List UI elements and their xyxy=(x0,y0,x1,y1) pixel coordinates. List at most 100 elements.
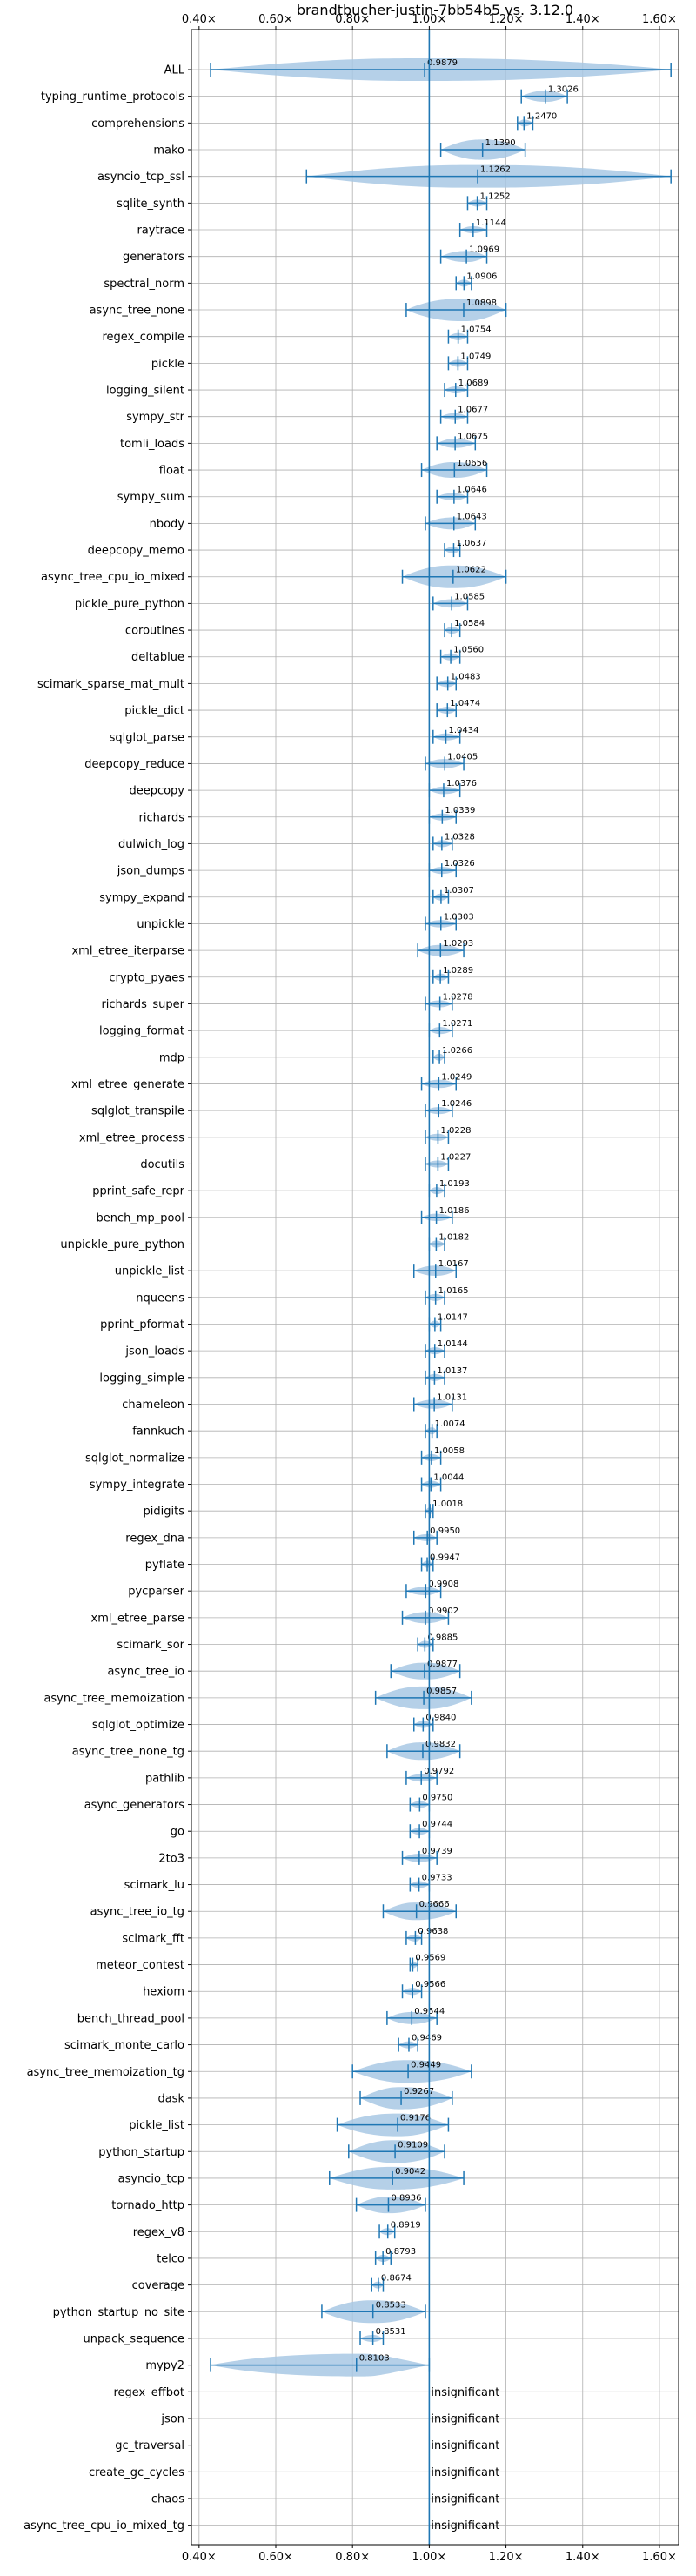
benchmark-label: json xyxy=(160,2412,184,2425)
benchmark-label: json_loads xyxy=(124,1345,184,1358)
mean-value-label: 1.0898 xyxy=(466,299,497,308)
benchmark-label: async_generators xyxy=(84,1799,185,1812)
mean-value-label: 0.8674 xyxy=(381,2274,412,2284)
benchmark-label: sqlglot_parse xyxy=(110,731,184,744)
mean-value-label: 1.0193 xyxy=(439,1179,470,1189)
mean-value-label: 1.0074 xyxy=(435,1419,465,1429)
x-tick-label-top: 0.60× xyxy=(258,13,293,26)
benchmark-label: xml_etree_process xyxy=(79,1131,184,1144)
mean-value-label: 0.9449 xyxy=(411,2060,441,2070)
mean-value-label: 0.9733 xyxy=(422,1874,452,1883)
mean-value-label: 1.0585 xyxy=(454,592,485,601)
benchmark-label: pathlib xyxy=(145,1772,184,1785)
benchmark-label: regex_v8 xyxy=(133,2226,184,2239)
benchmark-label: dask xyxy=(157,2092,184,2105)
row-labels: ALL 0.9879 typing_runtime_protocols 1.3026 c… xyxy=(23,58,579,2532)
benchmark-label: async_tree_io_tg xyxy=(90,1906,184,1919)
benchmark-label: scimark_lu xyxy=(124,1879,184,1892)
x-tick-label-bottom: 1.60× xyxy=(642,2551,677,2564)
benchmark-label: tomli_loads xyxy=(120,438,184,451)
benchmark-label: sympy_str xyxy=(126,411,184,424)
benchmark-label: typing_runtime_protocols xyxy=(41,91,184,104)
chart-title: brandtbucher-justin-7bb54b5 vs. 3.12.0 xyxy=(297,2,573,18)
mean-value-label: 0.9469 xyxy=(412,2034,442,2043)
benchmark-label: pidigits xyxy=(144,1506,185,1519)
x-tick-label-bottom: 0.40× xyxy=(182,2551,217,2564)
mean-value-label: 1.0339 xyxy=(445,806,475,815)
x-tick-label-top: 0.40× xyxy=(182,13,217,26)
insignificant-label: insignificant xyxy=(431,2519,499,2532)
benchmark-label: deepcopy_memo xyxy=(88,545,184,558)
mean-value-label: 0.9840 xyxy=(425,1714,456,1723)
insignificant-label: insignificant xyxy=(431,2466,499,2479)
x-tick-label-top: 1.00× xyxy=(412,13,446,26)
mean-value-label: 0.8936 xyxy=(391,2194,421,2204)
mean-value-label: 0.9267 xyxy=(404,2087,434,2096)
mean-value-label: 1.0167 xyxy=(438,1259,469,1269)
benchmark-label: mdp xyxy=(159,1051,184,1064)
mean-value-label: 1.0227 xyxy=(440,1152,471,1162)
mean-value-label: 1.0754 xyxy=(461,325,492,335)
mean-value-label: 0.9109 xyxy=(398,2140,428,2150)
x-tick-label-bottom: 1.40× xyxy=(566,2551,600,2564)
benchmark-label: 2to3 xyxy=(158,1852,184,1865)
benchmark-label: sympy_expand xyxy=(99,891,184,904)
benchmark-label: fannkuch xyxy=(132,1426,184,1439)
benchmark-label: xml_etree_generate xyxy=(71,1078,184,1091)
mean-value-label: 1.0293 xyxy=(443,939,473,949)
benchmark-label: telco xyxy=(157,2252,184,2265)
x-tick-label-top: 1.20× xyxy=(489,13,524,26)
benchmark-label: bench_mp_pool xyxy=(96,1211,184,1224)
bottom-x-axis: 0.40× 0.60× 0.80× 1.00× 1.20× 1.40× 1.60× xyxy=(182,2545,677,2564)
mean-value-label: 0.9950 xyxy=(430,1526,460,1536)
x-tick-label-bottom: 1.20× xyxy=(489,2551,524,2564)
mean-value-label: 1.2470 xyxy=(526,111,557,121)
benchmark-label: unpickle_pure_python xyxy=(60,1238,184,1251)
mean-value-label: 0.8793 xyxy=(385,2247,416,2257)
benchmark-label: async_tree_cpu_io_mixed_tg xyxy=(23,2519,184,2532)
mean-value-label: 0.9902 xyxy=(428,1607,458,1616)
mean-value-label: 0.9885 xyxy=(427,1633,458,1643)
benchmark-label: docutils xyxy=(140,1158,184,1171)
benchmark-label: async_tree_io xyxy=(107,1666,184,1679)
mean-value-label: 1.0246 xyxy=(441,1099,472,1109)
mean-value-label: 0.9947 xyxy=(430,1553,460,1563)
benchmark-label: go xyxy=(171,1826,184,1839)
benchmark-label: regex_compile xyxy=(102,331,184,344)
benchmark-label: generators xyxy=(123,251,184,264)
benchmark-label: pycparser xyxy=(128,1586,184,1599)
mean-value-label: 1.1252 xyxy=(480,191,511,201)
mean-value-label: 1.1390 xyxy=(485,138,516,148)
benchmark-label: unpack_sequence xyxy=(83,2332,184,2345)
benchmark-label: float xyxy=(159,465,184,478)
benchmark-label: sqlglot_optimize xyxy=(92,1719,184,1732)
benchmark-label: dulwich_log xyxy=(118,838,184,851)
benchmark-label: nqueens xyxy=(136,1291,184,1305)
mean-value-label: 0.9792 xyxy=(424,1767,454,1776)
benchmark-label: scimark_fft xyxy=(122,1932,184,1945)
benchmark-label: comprehensions xyxy=(91,117,184,131)
mean-value-label: 1.0289 xyxy=(443,966,473,976)
mean-value-label: 1.0584 xyxy=(454,619,485,628)
mean-value-label: 1.0906 xyxy=(466,272,497,281)
mean-value-label: 1.0137 xyxy=(437,1366,467,1376)
plot-frame xyxy=(191,29,679,2546)
benchmark-label: hexiom xyxy=(143,1986,184,1999)
benchmark-label: nbody xyxy=(150,518,185,531)
x-tick-label-top: 0.80× xyxy=(335,13,370,26)
benchmark-label: python_startup_no_site xyxy=(53,2306,184,2319)
mean-value-label: 0.8531 xyxy=(376,2327,406,2337)
benchmark-label: scimark_sor xyxy=(117,1639,184,1652)
mean-value-label: 1.0144 xyxy=(438,1339,468,1349)
benchmark-label: pickle_pure_python xyxy=(75,598,184,611)
mean-value-label: 0.9832 xyxy=(425,1740,456,1749)
benchmark-label: coverage xyxy=(132,2279,184,2292)
mean-value-label: 0.9566 xyxy=(415,1980,445,1989)
mean-value-label: 0.9739 xyxy=(422,1847,452,1856)
benchmark-label: pyflate xyxy=(145,1559,184,1572)
benchmark-label: deltablue xyxy=(131,651,184,664)
benchmark-label: pickle xyxy=(151,358,184,371)
benchmark-label: unpickle_list xyxy=(115,1265,184,1278)
mean-value-label: 1.0249 xyxy=(441,1072,472,1082)
